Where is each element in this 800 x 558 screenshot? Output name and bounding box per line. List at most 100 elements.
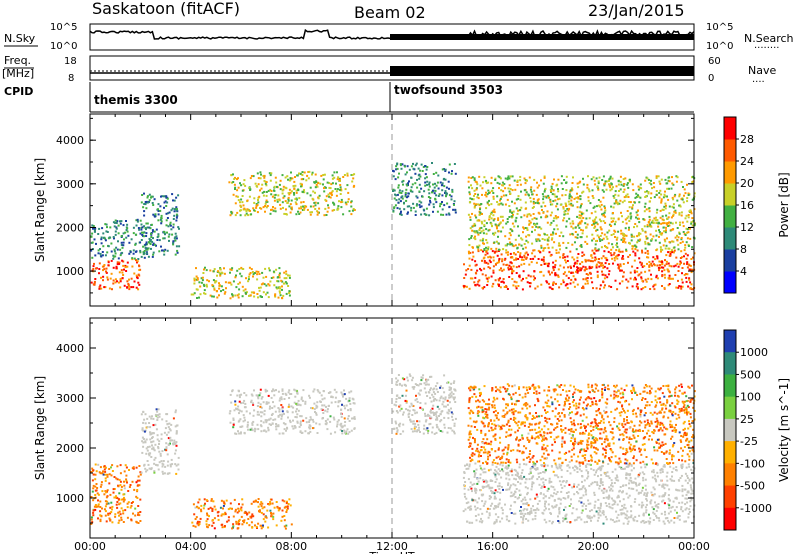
data-cell	[453, 398, 455, 400]
data-cell	[681, 215, 683, 217]
data-cell	[154, 424, 156, 426]
data-cell	[270, 174, 272, 176]
data-cell	[277, 201, 279, 203]
data-cell	[239, 201, 241, 203]
data-cell	[619, 270, 621, 272]
data-cell	[175, 233, 177, 235]
data-cell	[237, 196, 239, 198]
data-cell	[568, 218, 570, 220]
data-cell	[670, 253, 672, 255]
colorbar-segment	[724, 117, 736, 140]
data-cell	[653, 288, 655, 290]
data-cell	[479, 268, 481, 270]
data-cell	[351, 418, 353, 420]
data-cell	[347, 433, 349, 435]
data-cell	[96, 470, 98, 472]
data-cell	[509, 243, 511, 245]
data-cell	[675, 222, 677, 224]
data-cell	[255, 207, 257, 209]
data-cell	[257, 501, 259, 503]
data-cell	[600, 209, 602, 211]
data-cell	[585, 508, 587, 510]
data-cell	[683, 195, 685, 197]
data-cell	[425, 392, 427, 394]
data-cell	[441, 410, 443, 412]
data-cell	[544, 205, 546, 207]
data-cell	[468, 214, 470, 216]
data-cell	[304, 172, 306, 174]
data-cell	[691, 478, 693, 480]
data-cell	[242, 504, 244, 506]
data-cell	[165, 449, 167, 451]
data-cell	[553, 179, 555, 181]
data-cell	[131, 257, 133, 259]
data-cell	[531, 193, 533, 195]
data-cell	[284, 277, 286, 279]
data-cell	[266, 401, 268, 403]
data-cell	[549, 251, 551, 253]
data-cell	[295, 426, 297, 428]
data-cell	[150, 418, 152, 420]
data-cell	[500, 189, 502, 191]
data-cell	[171, 193, 173, 195]
data-cell	[661, 249, 663, 251]
data-cell	[492, 214, 494, 216]
data-cell	[550, 201, 552, 203]
data-cell	[281, 297, 283, 299]
data-cell	[520, 264, 522, 266]
data-cell	[95, 474, 97, 476]
data-cell	[126, 467, 128, 469]
data-cell	[277, 194, 279, 196]
data-cell	[538, 198, 540, 200]
data-cell	[260, 430, 262, 432]
data-cell	[488, 277, 490, 279]
data-cell	[585, 227, 587, 229]
data-cell	[530, 258, 532, 260]
data-cell	[238, 268, 240, 270]
data-cell	[666, 472, 668, 474]
data-cell	[669, 251, 671, 253]
data-cell	[121, 235, 123, 237]
data-cell	[232, 181, 234, 183]
data-cell	[568, 201, 570, 203]
data-cell	[654, 488, 656, 490]
data-cell	[473, 281, 475, 283]
data-cell	[581, 236, 583, 238]
data-cell	[395, 165, 397, 167]
data-cell	[595, 243, 597, 245]
data-cell	[493, 241, 495, 243]
data-cell	[211, 295, 213, 297]
data-cell	[569, 467, 571, 469]
data-cell	[433, 391, 435, 393]
data-cell	[288, 503, 290, 505]
data-cell	[193, 283, 195, 285]
data-cell	[688, 214, 690, 216]
data-cell	[352, 174, 354, 176]
data-cell	[569, 251, 571, 253]
data-cell	[213, 296, 215, 298]
data-cell	[636, 235, 638, 237]
data-cell	[126, 224, 128, 226]
data-cell	[654, 258, 656, 260]
data-cell	[559, 265, 561, 267]
data-cell	[676, 181, 678, 183]
data-cell	[236, 189, 238, 191]
data-cell	[661, 232, 663, 234]
data-cell	[265, 421, 267, 423]
data-cell	[573, 281, 575, 283]
data-cell	[260, 403, 262, 405]
data-cell	[661, 495, 663, 497]
data-cell	[105, 510, 107, 512]
data-cell	[262, 507, 264, 509]
data-cell	[645, 231, 647, 233]
data-cell	[302, 400, 304, 402]
data-cell	[507, 288, 509, 290]
data-cell	[281, 414, 283, 416]
data-cell	[497, 182, 499, 184]
data-cell	[666, 182, 668, 184]
data-cell	[473, 203, 475, 205]
data-cell	[483, 229, 485, 231]
data-cell	[242, 195, 244, 197]
data-cell	[623, 263, 625, 265]
data-cell	[450, 427, 452, 429]
